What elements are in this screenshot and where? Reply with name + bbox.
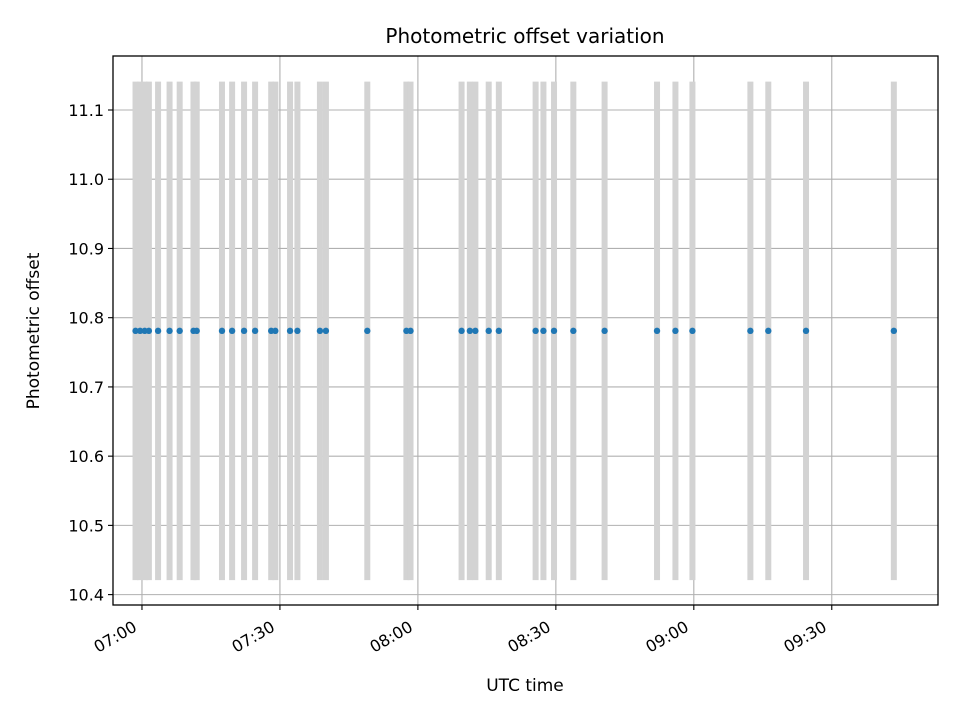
data-point: [540, 327, 547, 335]
y-axis-ticks: 10.4 10.5 10.6 10.7 10.8 10.9 11.0 11.1: [68, 101, 113, 605]
data-point: [458, 327, 465, 335]
y-tick-label: 10.9: [68, 239, 104, 258]
data-point: [689, 327, 696, 335]
y-tick-label: 11.1: [68, 101, 104, 120]
data-point: [218, 327, 226, 335]
data-point: [601, 327, 608, 335]
data-point: [802, 327, 810, 335]
data-point: [145, 327, 153, 335]
data-point: [472, 327, 479, 335]
data-point: [294, 327, 301, 335]
data-point: [286, 327, 294, 335]
data-point: [316, 327, 324, 335]
data-point: [485, 327, 492, 335]
y-tick-label: 10.4: [68, 586, 104, 605]
data-point: [364, 327, 371, 335]
data-point: [466, 327, 474, 335]
data-point: [890, 327, 898, 335]
data-point: [747, 327, 754, 335]
data-point: [407, 327, 414, 335]
data-point: [251, 327, 259, 335]
data-point: [166, 327, 173, 335]
data-point: [193, 327, 200, 335]
data-points: [132, 327, 898, 335]
y-tick-label: 10.8: [68, 309, 104, 328]
data-point: [532, 327, 539, 335]
data-point: [672, 327, 679, 335]
data-point: [132, 327, 139, 335]
data-point: [240, 327, 248, 335]
grid: [113, 56, 938, 605]
y-tick-label: 10.7: [68, 378, 104, 397]
data-point: [272, 327, 279, 335]
data-point: [653, 327, 661, 335]
data-point: [176, 327, 183, 335]
data-point: [136, 327, 144, 335]
y-tick-label: 11.0: [68, 170, 104, 189]
data-point: [495, 327, 503, 335]
data-point: [570, 327, 577, 335]
plot-frame: [112, 55, 939, 606]
y-tick-label: 10.6: [68, 447, 104, 466]
y-tick-label: 10.5: [68, 516, 104, 535]
data-point: [322, 327, 330, 335]
y-axis-label: Photometric offset: [24, 252, 44, 409]
data-point: [765, 327, 772, 335]
chart-title: Photometric offset variation: [385, 24, 664, 48]
data-point: [550, 327, 558, 335]
data-point: [228, 327, 236, 335]
data-point: [154, 327, 162, 335]
x-axis-label: UTC time: [486, 676, 564, 696]
